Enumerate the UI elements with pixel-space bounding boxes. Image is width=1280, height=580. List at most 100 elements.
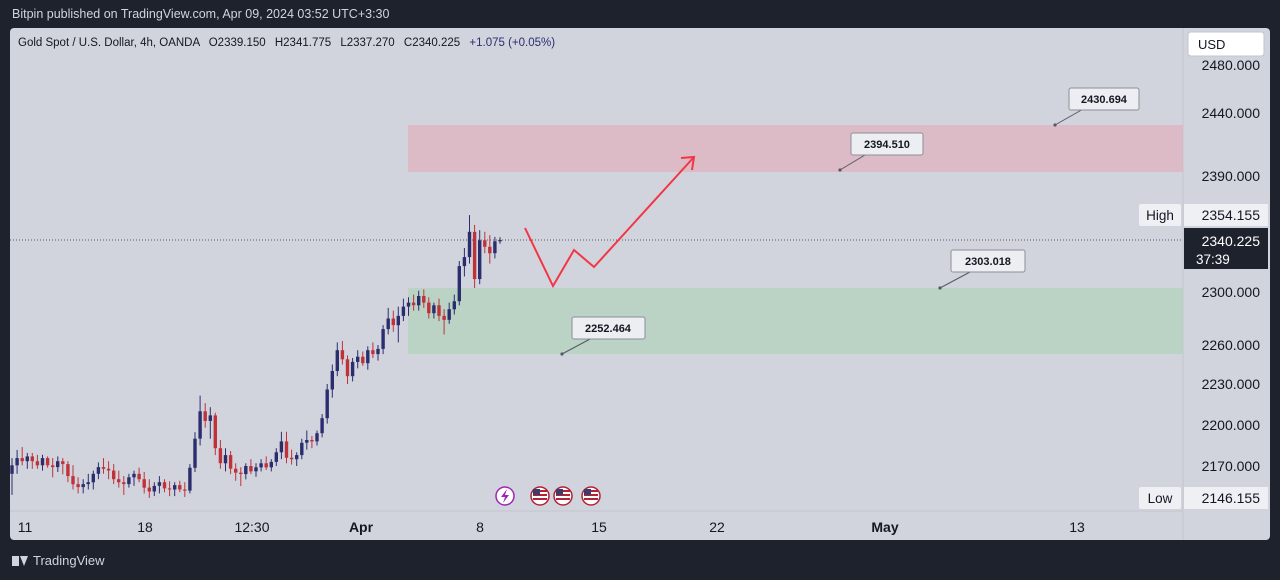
candle (127, 473, 131, 488)
candle (269, 459, 273, 472)
candlestick-series (10, 215, 502, 498)
low-price-marker: Low 2146.155 (1139, 487, 1268, 509)
us-flag-icon[interactable] (581, 486, 601, 506)
candle (488, 235, 492, 264)
legend: Gold Spot / U.S. Dollar, 4h, OANDA O2339… (18, 37, 555, 49)
lightning-event-icon[interactable] (495, 486, 515, 506)
price-tick-label: 2390.000 (1202, 168, 1261, 184)
candle (101, 458, 106, 474)
candle (208, 407, 212, 439)
candle (401, 298, 406, 322)
time-tick-label: 22 (709, 519, 725, 535)
time-tick-label: 18 (137, 519, 153, 535)
candle (40, 454, 45, 471)
time-axis[interactable]: 11 18 12:30 Apr 8 15 22 May 13 (18, 519, 1085, 535)
chart-panel[interactable]: 2430.694 2394.510 2303.018 2252.464 (10, 28, 1270, 540)
time-tick-label: 13 (1069, 519, 1085, 535)
candle (203, 403, 207, 428)
candle (432, 302, 436, 319)
candle (25, 452, 29, 469)
candle (417, 290, 421, 311)
candle (422, 289, 426, 308)
candle (386, 307, 390, 335)
candle (391, 310, 395, 332)
candle (71, 465, 75, 490)
time-tick-label: 8 (476, 519, 484, 535)
candle (284, 431, 289, 464)
low-value: 2146.155 (1202, 490, 1261, 506)
publisher-bar: Bitpin published on TradingView.com, Apr… (0, 0, 1280, 28)
candle (254, 463, 258, 477)
annotation-2303[interactable]: 2303.018 (938, 249, 1026, 290)
footer-bar (0, 540, 1280, 580)
annotation-2430[interactable]: 2430.694 (1053, 87, 1140, 127)
currency-button[interactable]: USD (1187, 31, 1265, 57)
legend-low: L2337.270 (340, 37, 394, 49)
candle (396, 306, 400, 343)
candle (289, 449, 294, 465)
candle (279, 431, 284, 460)
legend-close: C2340.225 (404, 37, 460, 49)
low-tag: Low (1148, 491, 1173, 506)
legend-symbol: Gold Spot / U.S. Dollar, 4h, OANDA (18, 37, 200, 49)
price-tick-label: 2260.000 (1202, 337, 1261, 353)
legend-high: H2341.775 (275, 37, 331, 49)
time-tick-label: May (871, 519, 898, 535)
candle (51, 458, 55, 478)
candle (361, 351, 365, 366)
candle (218, 440, 223, 469)
candle (356, 350, 360, 369)
candle (137, 467, 141, 483)
time-tick-label: 11 (18, 519, 33, 535)
annotation-2252-label: 2252.464 (585, 323, 632, 335)
candle (305, 430, 309, 450)
annotation-2430-label: 2430.694 (1081, 94, 1128, 106)
candle (61, 458, 65, 475)
event-icons[interactable] (495, 486, 601, 506)
annotation-2394[interactable]: 2394.510 (838, 132, 924, 172)
candle (173, 482, 177, 497)
candle (483, 231, 487, 254)
tradingview-logo[interactable]: TradingView (12, 553, 105, 568)
last-price-value: 2340.225 (1202, 233, 1261, 249)
high-price-marker: High 2354.155 (1139, 204, 1268, 226)
candle (381, 325, 385, 355)
candle (320, 414, 324, 438)
svg-text:Gold Spot / U.S. Dollar, 4h, O: Gold Spot / U.S. Dollar, 4h, OANDA O2339… (18, 37, 555, 49)
time-tick-label: 15 (591, 519, 607, 535)
candle (315, 430, 319, 446)
candle (152, 482, 156, 497)
candle (81, 479, 85, 494)
candle (193, 432, 197, 472)
price-axis[interactable]: 2480.000 2440.000 2390.000 2300.000 2260.000… (1202, 57, 1261, 474)
candle (30, 452, 34, 469)
price-tick-label: 2440.000 (1202, 105, 1261, 121)
candle (371, 342, 375, 358)
candle (467, 215, 472, 264)
price-tick-label: 2200.000 (1202, 417, 1261, 433)
price-tick-label: 2230.000 (1202, 376, 1261, 392)
candle (457, 261, 461, 306)
candle (300, 438, 304, 460)
candle (142, 472, 146, 494)
annotation-2394-label: 2394.510 (864, 139, 910, 151)
projection-path (524, 156, 695, 289)
us-flag-icon[interactable] (553, 486, 573, 506)
candle (340, 341, 345, 365)
candle (112, 464, 116, 485)
candle (249, 459, 253, 475)
annotation-2252[interactable]: 2252.464 (560, 316, 646, 356)
candle (330, 364, 334, 398)
candle (91, 470, 95, 490)
us-flag-icon[interactable] (530, 486, 550, 506)
candle (350, 358, 355, 382)
candle (147, 479, 151, 498)
candle (264, 456, 268, 470)
candle (162, 479, 167, 493)
supply-zone (408, 125, 1183, 172)
candle (472, 224, 477, 289)
publisher-line: Bitpin published on TradingView.com, Apr… (12, 7, 390, 21)
legend-change: +1.075 (+0.05%) (469, 37, 555, 49)
chart-svg[interactable]: 2430.694 2394.510 2303.018 2252.464 (10, 28, 1270, 540)
price-tick-label: 2170.000 (1202, 458, 1261, 474)
